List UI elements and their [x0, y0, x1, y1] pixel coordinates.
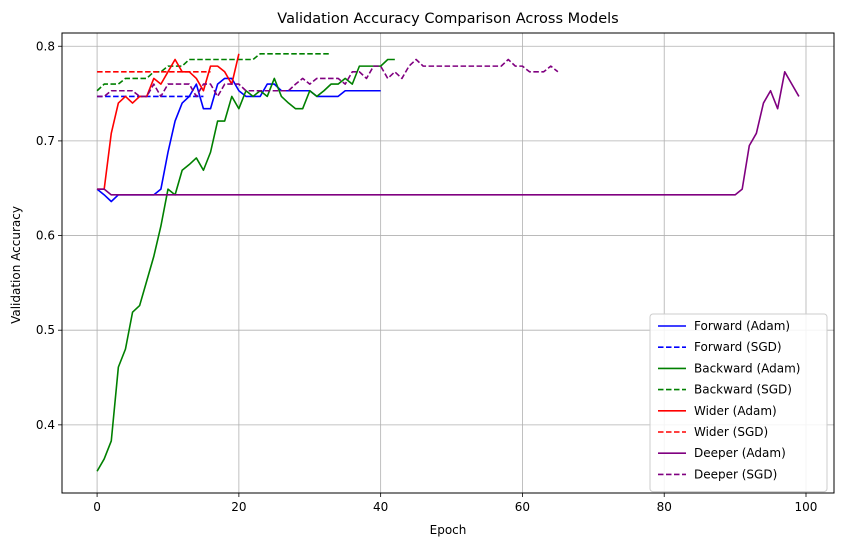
series-line-deeper-adam — [97, 71, 800, 196]
legend-entry: Forward (SGD) — [694, 340, 782, 354]
x-axis-label: Epoch — [430, 523, 467, 537]
legend-entry: Backward (SGD) — [694, 383, 792, 397]
legend: Forward (Adam) Forward (SGD) Backward (Ada… — [649, 313, 828, 493]
y-tick-label: 0.7 — [36, 134, 55, 148]
y-tick-label: 0.6 — [36, 229, 55, 243]
series-line-backward-adam — [96, 58, 395, 472]
series-line-deeper-sgd — [97, 58, 559, 98]
series-line-backward-sgd — [96, 53, 332, 92]
legend-box — [649, 313, 828, 493]
x-tick-label: 100 — [795, 500, 818, 514]
chart-title: Validation Accuracy Comparison Across Mo… — [277, 11, 618, 27]
legend-entry: Deeper (Adam) — [694, 446, 786, 460]
legend-entry: Backward (Adam) — [694, 361, 800, 375]
x-tick-label: 0 — [93, 500, 101, 514]
axis-ticks: 0 20 40 60 80 100 0.4 0.5 0.6 0.7 0.8 — [36, 39, 818, 514]
x-tick-label: 20 — [231, 500, 246, 514]
legend-entry: Wider (Adam) — [694, 404, 777, 418]
legend-entry: Deeper (SGD) — [694, 467, 777, 481]
grid — [62, 33, 834, 493]
x-tick-label: 60 — [515, 500, 530, 514]
series-line-wider-adam — [97, 53, 240, 190]
legend-entry: Wider (SGD) — [694, 425, 768, 439]
y-tick-label: 0.8 — [36, 39, 55, 53]
y-axis-label: Validation Accuracy — [9, 206, 23, 324]
plot-area — [96, 53, 800, 472]
y-tick-label: 0.5 — [36, 323, 55, 337]
y-tick-label: 0.4 — [36, 418, 55, 432]
x-tick-label: 80 — [657, 500, 672, 514]
legend-entry: Forward (Adam) — [694, 319, 790, 333]
x-tick-label: 40 — [373, 500, 388, 514]
plot-frame — [61, 32, 835, 494]
